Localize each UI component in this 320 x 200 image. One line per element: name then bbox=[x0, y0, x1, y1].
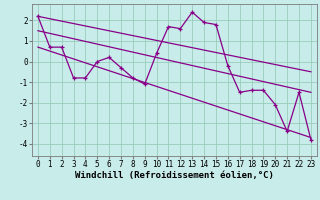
X-axis label: Windchill (Refroidissement éolien,°C): Windchill (Refroidissement éolien,°C) bbox=[75, 171, 274, 180]
